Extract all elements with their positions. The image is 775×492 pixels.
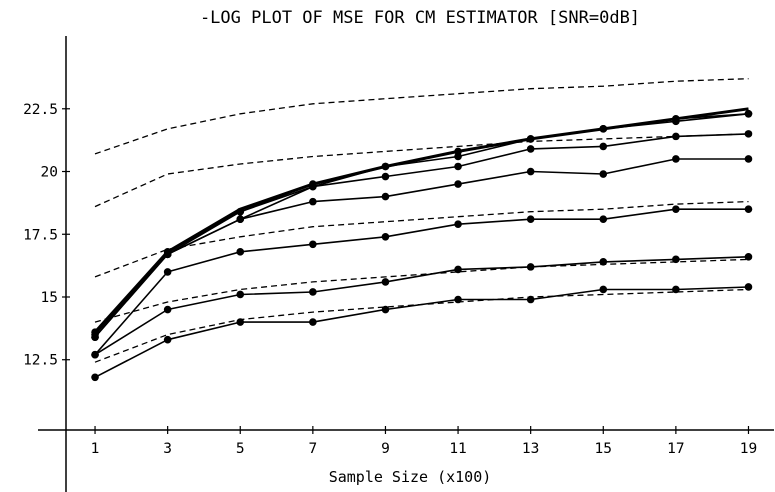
data-point [381,162,390,171]
x-tick-label: 11 [449,441,466,457]
data-point [526,215,535,223]
data-point [309,240,317,249]
series-line [94,286,749,379]
data-point [236,318,245,326]
y-tick-label: 20 [41,165,58,181]
data-point [163,305,172,314]
data-point [381,278,390,286]
y-tick-label: 22.5 [23,102,58,118]
data-point [672,155,680,163]
data-point [163,335,172,344]
x-tick-label: 1 [91,441,100,457]
data-point [91,350,99,359]
series-line [93,107,749,334]
series-layer [91,78,753,382]
series-line [94,208,749,356]
data-point [454,162,462,171]
y-axis-ticks: 12.5 15 17.5 20 22.5 [23,102,70,369]
data-point [454,265,462,274]
x-tick-label: 9 [381,441,390,457]
y-tick-label: 12.5 [23,353,58,369]
data-point [236,290,245,299]
x-tick-label: 15 [595,441,612,457]
data-point [454,180,462,188]
y-tick-label: 17.5 [23,227,58,243]
data-point [163,268,172,276]
x-tick-label: 7 [308,441,317,457]
data-point [381,172,390,181]
x-tick-label: 19 [740,441,757,457]
data-point [454,220,462,229]
data-point [381,192,390,201]
data-point [236,207,245,216]
data-point [599,142,608,151]
x-tick-label: 3 [163,441,172,457]
series-line [94,113,749,333]
data-point [91,373,99,382]
data-point [309,197,317,206]
series-line [94,258,749,323]
data-point [163,250,172,259]
series-line [94,78,749,155]
series-line [94,256,749,356]
data-point [744,155,753,163]
data-point [381,232,390,241]
data-point [599,170,608,178]
data-point [454,152,462,161]
series-line [94,133,749,208]
y-tick-label: 15 [41,290,58,306]
data-point [526,145,535,153]
data-point [599,215,608,223]
data-point [236,248,245,256]
x-tick-label: 17 [667,441,684,457]
data-point [309,288,317,296]
data-point [236,215,245,223]
chart-title: -LOG PLOT OF MSE FOR CM ESTIMATOR [SNR=0… [200,8,640,28]
data-point [744,253,753,261]
data-point [672,132,680,141]
data-point [672,205,680,213]
data-point [599,285,608,294]
data-point [672,255,680,264]
x-axis-label: Sample Size (x100) [329,468,492,486]
data-point [599,125,608,133]
data-point [91,333,99,341]
x-tick-label: 13 [522,441,539,457]
data-point [744,205,753,213]
x-tick-label: 5 [236,441,245,457]
x-axis-ticks: 1 3 5 7 9 11 13 15 17 19 [91,426,757,457]
data-point [526,135,535,143]
data-point [309,182,317,191]
series-line [94,200,749,278]
data-point [526,167,535,176]
data-point [309,318,317,326]
series-line [94,158,749,338]
data-point [744,283,753,291]
data-point [672,117,680,126]
series-line [94,113,749,336]
series-line [94,288,749,363]
data-point [744,109,753,118]
